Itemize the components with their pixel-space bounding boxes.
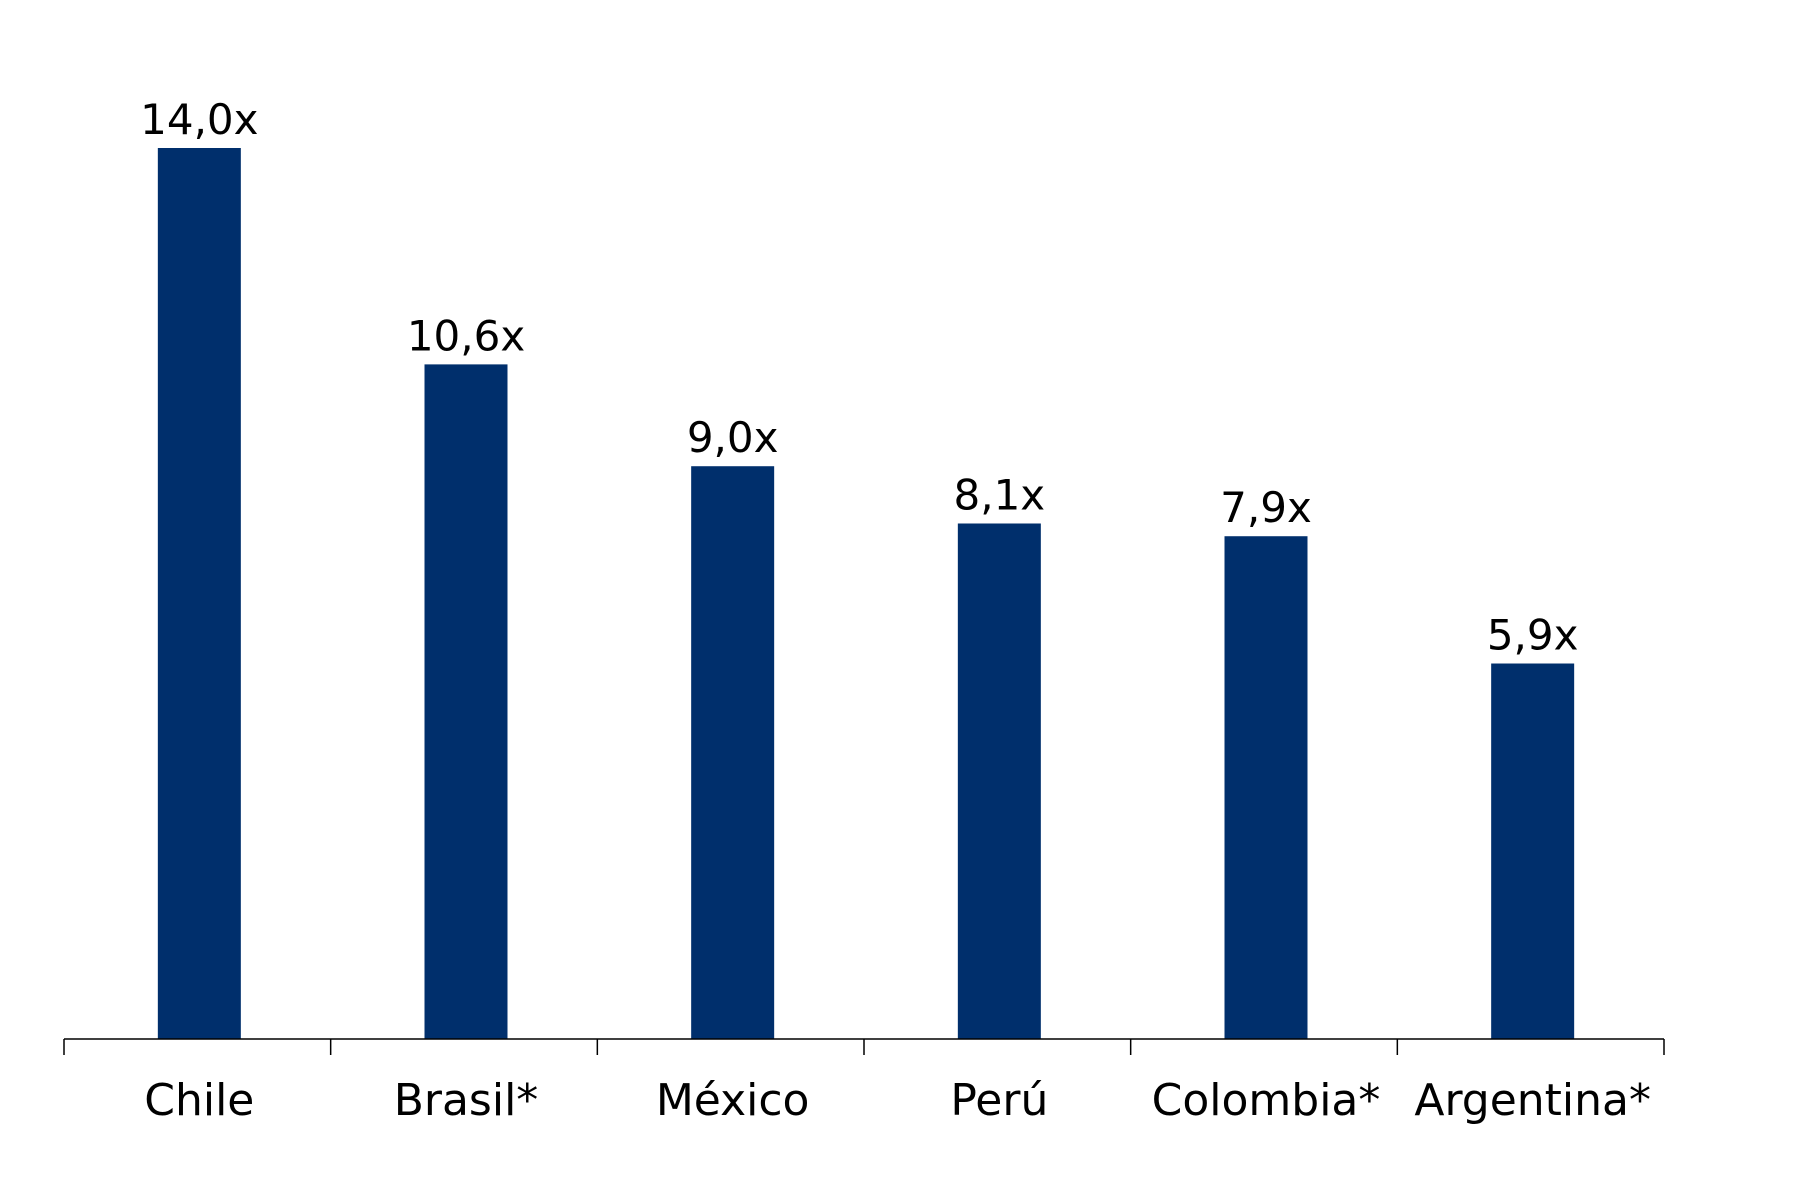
category-labels-group: Chile Brasil* México Perú Colombia* Argentina… [144,1075,1651,1126]
bar-value-label: 10,6x [407,311,525,360]
category-label: Argentina* [1414,1075,1651,1126]
x-axis [63,1038,1665,1055]
bars-group [157,148,1575,1039]
bar-value-label: 8,1x [954,470,1046,519]
category-label: Chile [144,1075,254,1126]
category-label: Brasil* [394,1075,539,1126]
bar [691,466,775,1039]
category-label: Perú [950,1075,1048,1126]
bar [424,364,508,1039]
bar-value-label: 14,0x [140,95,258,144]
category-label: México [656,1075,810,1126]
bar [957,523,1041,1039]
bar [157,148,241,1039]
bar-value-label: 5,9x [1487,611,1579,660]
bar [1491,663,1575,1039]
bar [1224,536,1308,1039]
bar-value-label: 7,9x [1220,483,1312,532]
category-label: Colombia* [1152,1075,1381,1126]
bar-value-label: 9,0x [687,413,779,462]
value-labels-group: 14,0x 10,6x 9,0x 8,1x 7,9x 5,9x [140,95,1578,660]
